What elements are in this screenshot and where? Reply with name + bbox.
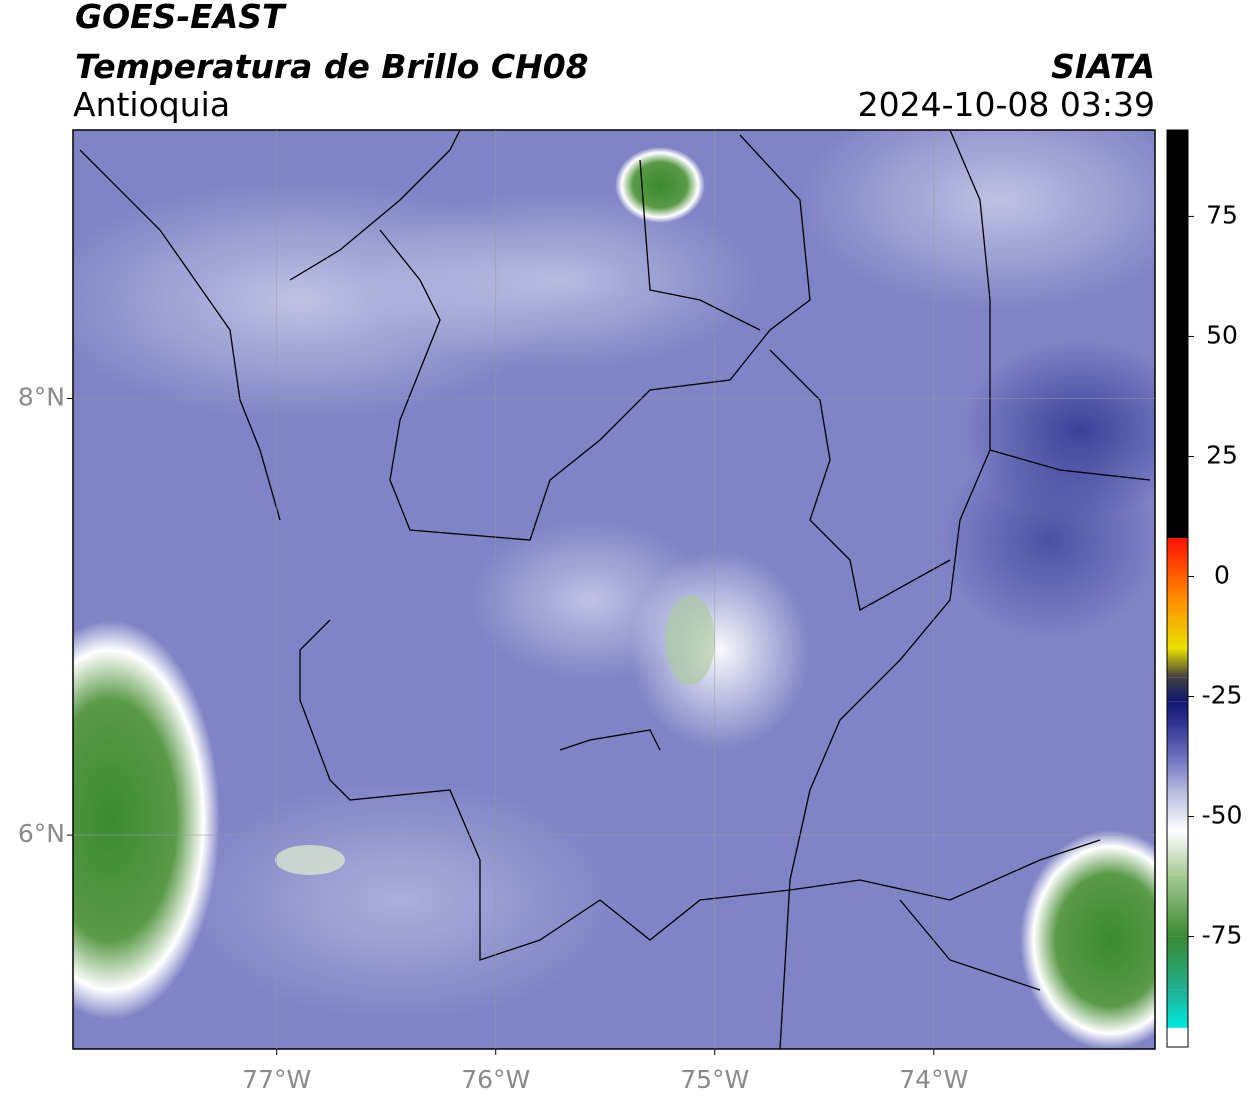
colorbar-segment: [1167, 989, 1188, 1028]
y-tick-label: 6°N: [18, 819, 65, 848]
colorbar-segment: [1167, 936, 1188, 990]
colorbar-segment: [1167, 648, 1188, 678]
colorbar-label: 75: [1206, 200, 1238, 229]
colorbar-label: 50: [1206, 320, 1238, 349]
title: GOES-EAST: [75, 0, 287, 36]
y-tick-label: 8°N: [18, 382, 65, 411]
colorbar-label: -25: [1202, 681, 1243, 710]
colorbar-label: 25: [1206, 440, 1238, 469]
colorbar-label: 0: [1214, 560, 1230, 589]
satellite-image: [73, 130, 1155, 1049]
colorbar-label: -50: [1202, 801, 1243, 830]
x-tick-label: 74°W: [899, 1065, 968, 1094]
colorbar-segment: [1167, 874, 1188, 937]
colorbar-segment: [1167, 538, 1188, 601]
colorbar-segment: [1167, 600, 1188, 649]
x-tick-label: 77°W: [242, 1065, 311, 1094]
colorbar-segment: [1167, 701, 1188, 721]
colorbar-segment: [1167, 720, 1188, 759]
colorbar-segment: [1167, 1027, 1188, 1047]
colorbar-segment: [1167, 792, 1188, 831]
datetime: 2024-10-08 03:39: [858, 85, 1155, 124]
x-tick-label: 75°W: [680, 1065, 749, 1094]
colorbar-segment: [1167, 830, 1188, 875]
colorbar-segment: [1167, 758, 1188, 793]
subtitle: Temperatura de Brillo CH08: [75, 47, 589, 86]
map-frame: [72, 129, 1156, 1050]
colorbar-label: -75: [1202, 921, 1243, 950]
colorbar-segment: [1167, 677, 1188, 702]
colorbar-segment: [1167, 130, 1188, 539]
region: Antioquia: [73, 85, 230, 124]
source: SIATA: [1051, 47, 1155, 86]
colorbar-frame: [1166, 129, 1189, 1048]
x-tick-label: 76°W: [461, 1065, 530, 1094]
